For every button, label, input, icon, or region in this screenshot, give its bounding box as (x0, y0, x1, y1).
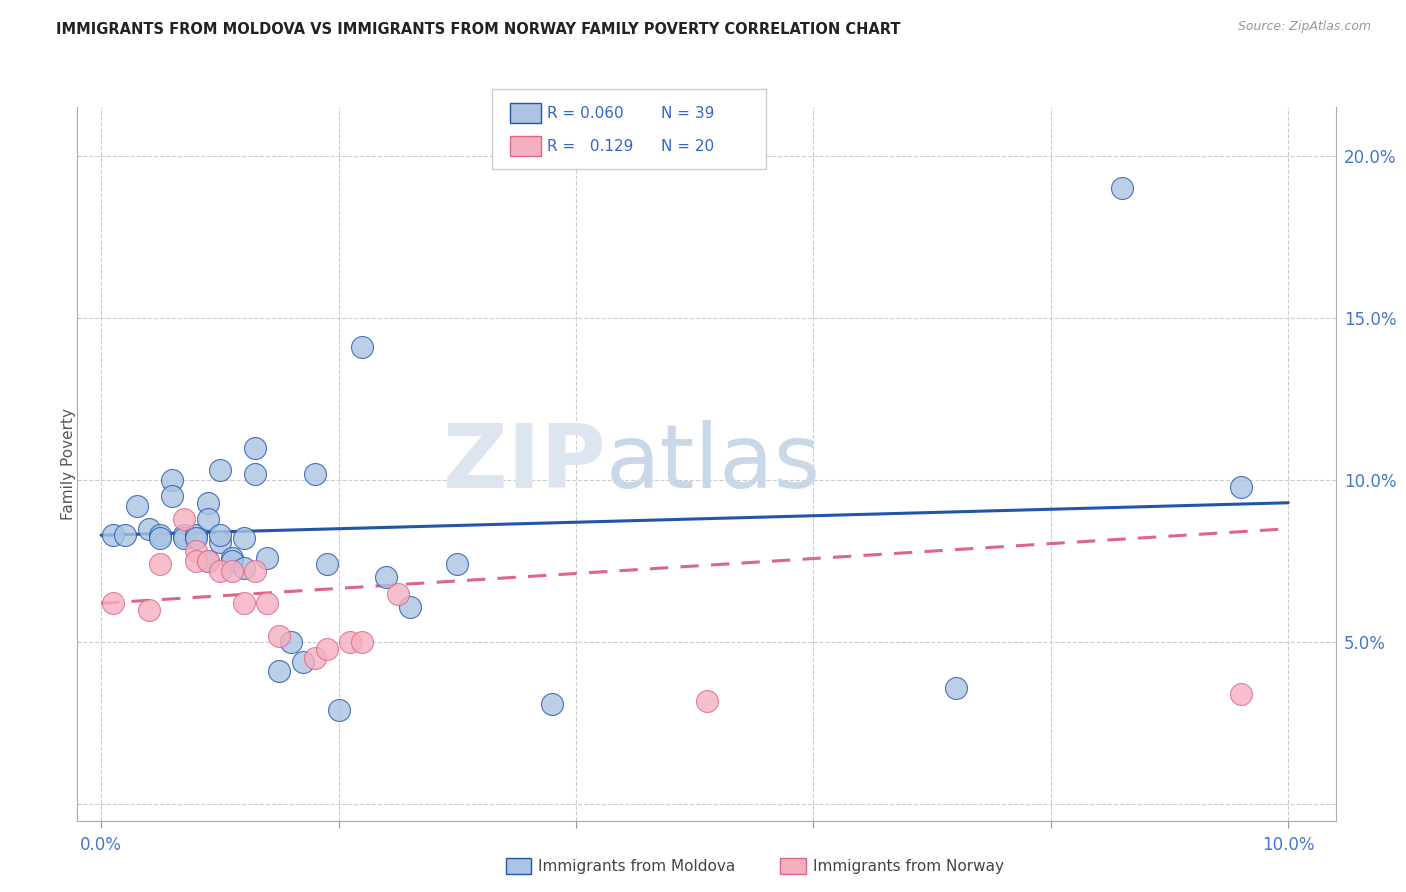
Point (173, 512, 195, 526)
Point (197, 554, 219, 568)
Point (138, 603, 160, 617)
Point (375, 570, 398, 584)
Point (173, 532, 195, 546)
Point (162, 473, 184, 487)
Point (125, 499, 148, 513)
Point (184, 544, 207, 558)
Point (1111, 181, 1133, 195)
Text: N = 20: N = 20 (661, 139, 714, 153)
Point (339, 635, 361, 649)
Point (304, 651, 326, 665)
Point (184, 528, 207, 542)
Point (208, 564, 231, 578)
Point (245, 441, 267, 455)
Point (1229, 479, 1251, 493)
Point (149, 528, 172, 542)
Point (114, 528, 136, 542)
Point (291, 655, 314, 669)
Point (269, 629, 291, 643)
Text: Immigrants from Moldova: Immigrants from Moldova (538, 859, 735, 873)
Point (138, 522, 160, 536)
Point (245, 467, 267, 481)
Text: Source: ZipAtlas.com: Source: ZipAtlas.com (1237, 20, 1371, 33)
Point (101, 528, 124, 542)
Point (541, 697, 564, 711)
Point (696, 693, 718, 707)
Point (149, 558, 172, 572)
Point (208, 528, 231, 542)
Point (387, 586, 409, 600)
Point (398, 599, 420, 614)
Point (232, 532, 254, 546)
Text: ZIP: ZIP (443, 420, 606, 508)
Point (149, 532, 172, 546)
Point (221, 550, 243, 565)
Point (352, 635, 374, 649)
Text: R =   0.129: R = 0.129 (547, 139, 633, 153)
Point (945, 681, 967, 695)
Text: R = 0.060: R = 0.060 (547, 106, 623, 120)
Point (352, 340, 374, 354)
Point (197, 554, 219, 568)
Point (184, 532, 207, 546)
Text: atlas: atlas (606, 420, 821, 508)
Point (197, 512, 219, 526)
Point (245, 564, 267, 578)
Point (280, 635, 302, 649)
Point (221, 554, 243, 568)
Point (232, 596, 254, 610)
Text: IMMIGRANTS FROM MOLDOVA VS IMMIGRANTS FROM NORWAY FAMILY POVERTY CORRELATION CHA: IMMIGRANTS FROM MOLDOVA VS IMMIGRANTS FR… (56, 22, 901, 37)
Point (173, 528, 195, 542)
Point (197, 496, 219, 510)
Y-axis label: Family Poverty: Family Poverty (62, 408, 76, 520)
Point (184, 554, 207, 568)
Point (101, 596, 124, 610)
Point (256, 550, 278, 565)
Point (304, 467, 326, 481)
Point (1229, 687, 1251, 701)
Point (221, 564, 243, 578)
Point (208, 463, 231, 477)
Point (256, 596, 278, 610)
Point (315, 558, 337, 572)
Point (232, 560, 254, 574)
Point (328, 703, 350, 717)
Point (269, 665, 291, 679)
Point (446, 558, 468, 572)
Point (315, 641, 337, 656)
Text: N = 39: N = 39 (661, 106, 714, 120)
Point (208, 534, 231, 549)
Point (162, 489, 184, 503)
Text: Immigrants from Norway: Immigrants from Norway (813, 859, 1004, 873)
